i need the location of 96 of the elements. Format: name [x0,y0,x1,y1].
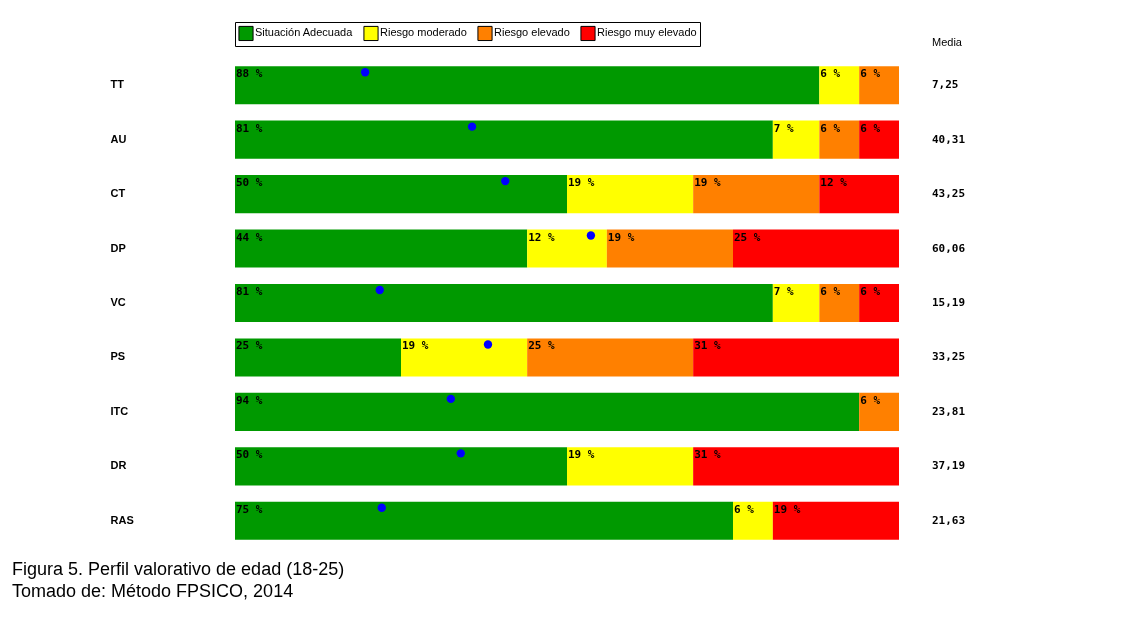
bar [527,229,607,268]
annotation: 23,81 [932,404,966,418]
y-tick-label: PS [110,350,126,363]
y-tick-label: AU [110,132,127,145]
annotation: 15,19 [932,296,966,309]
data-label: 12 % [528,230,556,244]
annotation: 43,25 [932,187,966,201]
bar [527,338,694,377]
bar [401,338,528,377]
data-label: 88 % [236,67,263,81]
point [483,340,493,349]
data-label: 6 % [820,67,841,81]
y-tick-label: DP [110,241,126,254]
bar [859,120,899,159]
bar [235,338,401,377]
data-label: 6 % [860,285,881,298]
bar [733,229,899,268]
point [375,285,384,295]
y-tick-label: DR [110,459,127,472]
annotation: 7,25 [932,78,959,92]
bar [693,447,899,486]
legend-label: Situación Adecuada [255,26,354,39]
data-label: 6 % [734,502,755,516]
bar [819,283,860,323]
bar [733,501,773,540]
point [467,122,477,131]
point [360,68,370,77]
legend-label: Riesgo moderado [380,26,467,39]
data-label: 6 % [860,121,881,135]
annotation: 37,19 [932,459,966,473]
data-label: 19 % [402,339,429,353]
data-label: 31 % [694,339,722,353]
y-tick-label: VC [110,296,126,308]
data-label: 7 % [773,121,795,135]
data-label: 25 % [236,339,263,353]
annotation: 21,63 [932,513,966,527]
data-label: 6 % [820,121,841,135]
bar [772,283,820,323]
annotation: 40,31 [932,132,966,146]
bar [235,120,773,159]
data-label: 19 % [568,448,595,462]
bar [819,120,860,159]
bar [235,392,860,431]
data-label: 25 % [528,339,556,353]
data-label: 31 % [694,448,722,462]
bar [693,175,820,214]
bar [567,175,694,214]
data-label: 19 % [607,230,635,244]
data-label: 44 % [236,230,263,244]
data-label: 25 % [734,230,761,244]
y-tick-label: TT [110,78,125,91]
point [456,449,465,458]
bar [772,120,820,159]
data-label: 6 % [820,285,841,298]
bar [235,229,528,268]
bar [772,501,899,540]
bar [235,283,773,323]
y-tick-label: CT [110,187,126,200]
bar [567,447,694,486]
annotation: 33,25 [932,350,966,364]
text: Tomado de: Método FPSICO, 2014 [12,581,294,601]
text: Media [932,36,963,48]
data-label: 19 % [694,176,722,190]
bar [693,338,899,377]
y-tick-label: RAS [110,513,134,526]
point [501,176,510,186]
text: Figura 5. Perfil valorativo de edad (18-25) [12,559,345,579]
data-label: 19 % [773,502,801,516]
bar [859,66,899,105]
bar [235,66,820,105]
bar [606,229,733,268]
bar [859,392,899,431]
data-label: 81 % [236,285,263,298]
data-label: 6 % [860,393,881,407]
data-label: 75 % [236,502,263,516]
bar [235,175,567,214]
bar [819,66,860,105]
legend-label: Riesgo elevado [494,26,570,39]
data-label: 94 % [236,393,263,407]
bar [819,175,899,214]
data-label: 81 % [236,121,263,135]
point [446,394,455,404]
data-label: 19 % [568,176,595,190]
point [586,231,596,240]
bar [859,283,899,323]
point [377,503,386,512]
bar [235,501,733,540]
data-label: 12 % [820,176,848,190]
data-label: 50 % [236,176,263,190]
legend-label: Riesgo muy elevado [597,26,697,39]
y-tick-label: ITC [110,404,129,417]
bar [235,447,567,486]
data-label: 50 % [236,448,263,462]
data-label: 7 % [773,285,795,298]
annotation: 60,06 [932,241,966,255]
data-label: 6 % [860,67,881,81]
